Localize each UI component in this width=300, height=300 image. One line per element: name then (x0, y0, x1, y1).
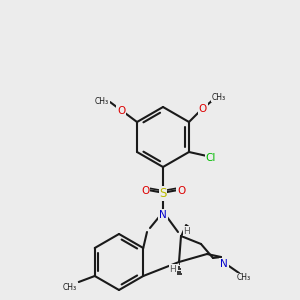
Text: N: N (159, 210, 167, 220)
Text: O: O (199, 104, 207, 114)
Text: CH₃: CH₃ (63, 283, 77, 292)
Text: Cl: Cl (206, 153, 216, 163)
Text: S: S (159, 187, 167, 200)
Text: O: O (141, 186, 149, 196)
Text: CH₃: CH₃ (95, 97, 109, 106)
Text: O: O (117, 106, 125, 116)
Text: N: N (220, 259, 228, 269)
Polygon shape (181, 225, 190, 236)
Text: H: H (184, 226, 190, 236)
Text: H: H (169, 265, 176, 274)
Text: CH₃: CH₃ (237, 274, 251, 283)
Text: O: O (177, 186, 185, 196)
Text: CH₃: CH₃ (212, 92, 226, 101)
